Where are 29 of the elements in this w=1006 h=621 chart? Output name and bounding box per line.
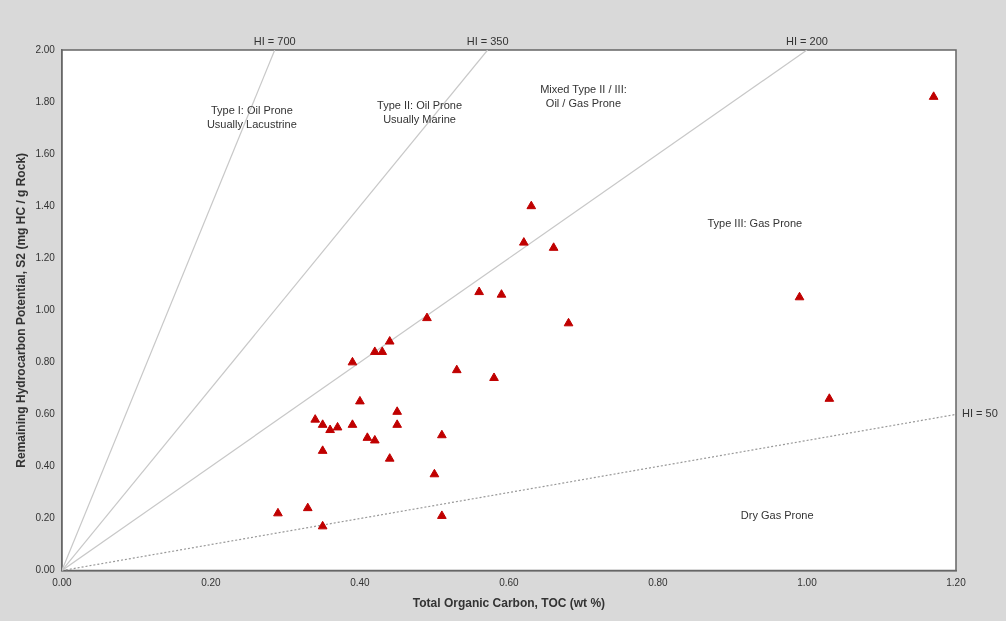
y-tick-label: 0.20 xyxy=(35,512,56,524)
annotation: Type III: Gas Prone xyxy=(707,217,803,230)
x-tick-label: 1.20 xyxy=(946,577,967,589)
y-tick-label: 0.80 xyxy=(35,356,56,368)
x-tick-label: 0.60 xyxy=(499,577,520,589)
x-axis-title: Total Organic Carbon, TOC (wt %) xyxy=(412,596,606,611)
annotation: Type II: Oil Prone Usually Marine xyxy=(377,98,463,125)
y-tick-label: 2.00 xyxy=(35,43,56,55)
y-tick-label: 1.80 xyxy=(35,95,56,107)
x-tick-label: 0.00 xyxy=(52,577,73,589)
y-tick-label: 0.00 xyxy=(35,564,56,576)
series-label: HI = 50 xyxy=(962,407,998,420)
series-label: HI = 200 xyxy=(786,35,828,48)
x-tick-label: 0.40 xyxy=(350,577,371,589)
x-tick-label: 0.20 xyxy=(201,577,222,589)
x-tick-label: 0.80 xyxy=(648,577,669,589)
annotation: Mixed Type II / III: Oil / Gas Prone xyxy=(540,82,627,109)
annotation: Dry Gas Prone xyxy=(740,508,814,521)
y-tick-label: 1.20 xyxy=(35,251,56,263)
series-label: HI = 700 xyxy=(253,35,296,48)
y-axis-title: Remaining Hydrocarbon Potential, S2 (mg HC / g Rock) xyxy=(13,152,28,468)
y-tick-label: 1.40 xyxy=(35,199,56,211)
x-tick-label: 1.00 xyxy=(797,577,818,589)
series-label: HI = 350 xyxy=(466,35,509,48)
y-tick-label: 0.60 xyxy=(35,408,56,420)
y-tick-label: 1.00 xyxy=(35,304,56,316)
y-tick-label: 0.40 xyxy=(35,460,56,472)
annotation: Type I: Oil Prone Usually Lacustrine xyxy=(206,103,297,130)
y-tick-label: 1.60 xyxy=(35,147,56,159)
